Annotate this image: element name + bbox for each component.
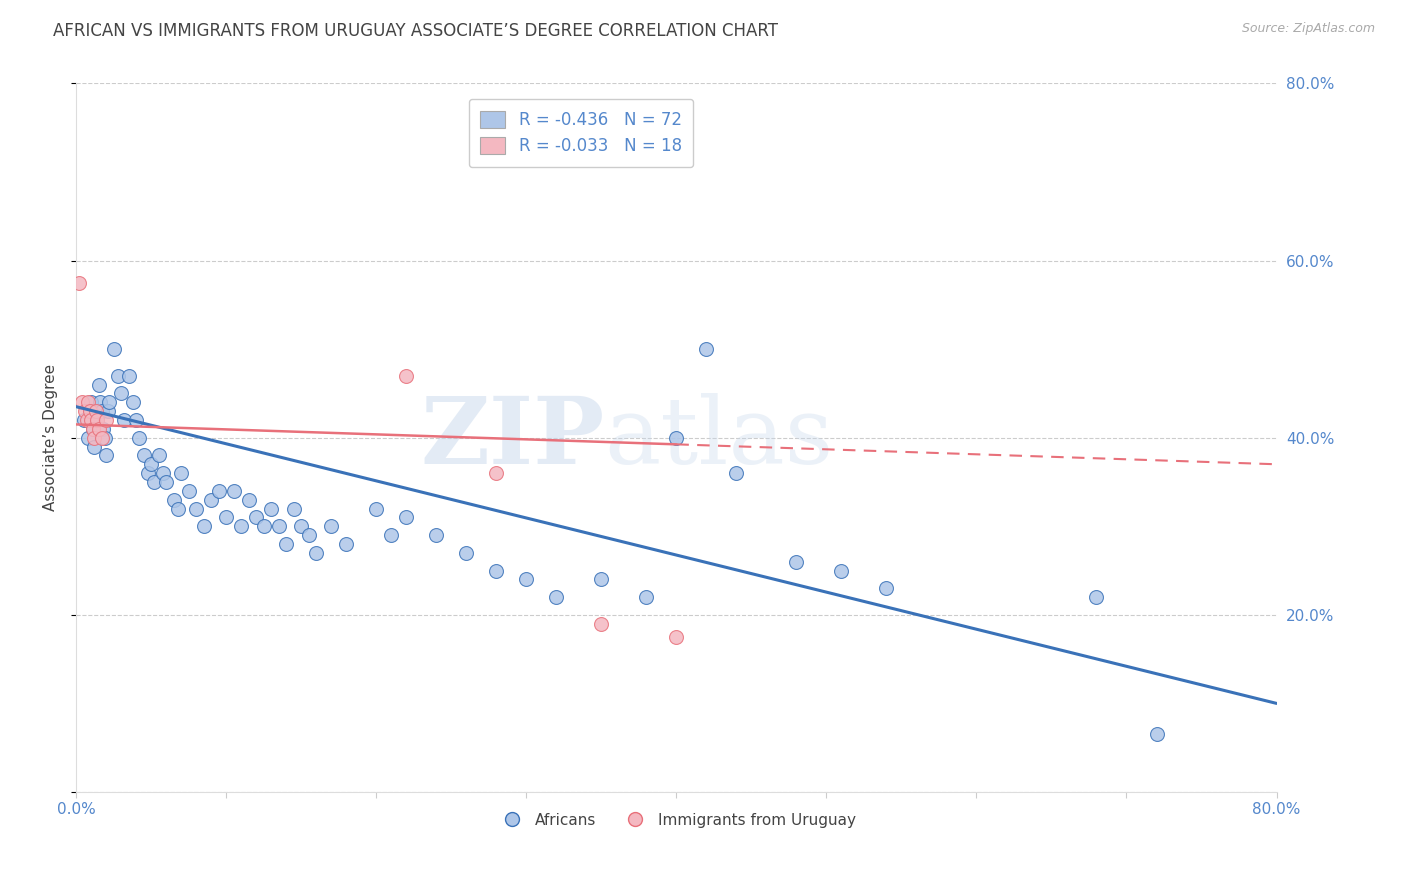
Point (98, 395, 121, 409)
Point (103, 342, 125, 356)
Text: ZIP: ZIP (420, 392, 605, 483)
Point (215, 510, 238, 524)
Point (93, 431, 115, 445)
Point (177, 483, 200, 498)
Text: AFRICAN VS IMMIGRANTS FROM URUGUAY ASSOCIATE’S DEGREE CORRELATION CHART: AFRICAN VS IMMIGRANTS FROM URUGUAY ASSOC… (53, 22, 779, 40)
Point (90, 431, 112, 445)
Point (425, 528, 447, 542)
Point (725, 466, 748, 480)
Point (366, 501, 388, 516)
Point (260, 501, 283, 516)
Point (222, 483, 245, 498)
Point (84, 404, 107, 418)
Point (128, 431, 150, 445)
Point (636, 590, 658, 604)
Point (80, 413, 103, 427)
Point (70, 395, 93, 409)
Point (112, 413, 135, 427)
Point (170, 466, 193, 480)
Text: atlas: atlas (605, 392, 834, 483)
Point (591, 573, 613, 587)
Point (186, 501, 208, 516)
Point (77, 431, 100, 445)
Point (395, 368, 418, 383)
Point (515, 573, 537, 587)
Point (231, 519, 253, 533)
Point (298, 528, 321, 542)
Point (80, 395, 103, 409)
Point (305, 546, 328, 560)
Point (96, 449, 118, 463)
Point (76, 413, 98, 427)
Point (238, 492, 260, 507)
Point (79, 404, 101, 418)
Point (136, 466, 159, 480)
Point (485, 466, 508, 480)
Point (875, 581, 897, 595)
Point (152, 466, 174, 480)
Point (546, 590, 568, 604)
Point (141, 457, 163, 471)
Point (87, 377, 110, 392)
Point (143, 475, 166, 489)
Point (695, 342, 717, 356)
Point (79, 404, 101, 418)
Point (83, 431, 105, 445)
Point (163, 492, 186, 507)
Point (283, 501, 305, 516)
Point (665, 431, 688, 445)
Point (208, 483, 231, 498)
Point (84, 404, 107, 418)
Point (77, 395, 100, 409)
Point (67, 276, 90, 290)
Point (456, 546, 478, 560)
Y-axis label: Associate’s Degree: Associate’s Degree (44, 364, 58, 511)
Point (380, 528, 402, 542)
Point (1146, 727, 1168, 741)
Point (321, 519, 343, 533)
Point (89, 395, 111, 409)
Point (193, 519, 215, 533)
Point (148, 449, 170, 463)
Point (97, 404, 120, 418)
Legend: Africans, Immigrants from Uruguay: Africans, Immigrants from Uruguay (491, 806, 862, 834)
Point (245, 510, 267, 524)
Point (167, 501, 190, 516)
Point (395, 510, 418, 524)
Point (86, 413, 108, 427)
Point (96, 413, 118, 427)
Point (75, 404, 97, 418)
Point (110, 386, 132, 401)
Point (107, 368, 129, 383)
Point (90, 404, 112, 418)
Point (485, 564, 508, 578)
Point (125, 413, 148, 427)
Point (276, 537, 298, 551)
Point (82, 422, 104, 436)
Point (122, 395, 145, 409)
Point (267, 519, 290, 533)
Point (1085, 590, 1108, 604)
Point (86, 413, 108, 427)
Point (132, 449, 155, 463)
Point (155, 475, 177, 489)
Point (83, 440, 105, 454)
Text: Source: ZipAtlas.com: Source: ZipAtlas.com (1241, 22, 1375, 36)
Point (82, 422, 104, 436)
Point (200, 492, 222, 507)
Point (665, 630, 688, 644)
Point (290, 519, 312, 533)
Point (591, 616, 613, 631)
Point (73, 413, 96, 427)
Point (87, 422, 110, 436)
Point (91, 422, 114, 436)
Point (118, 368, 141, 383)
Point (785, 555, 807, 569)
Point (253, 519, 276, 533)
Point (830, 564, 852, 578)
Point (335, 537, 357, 551)
